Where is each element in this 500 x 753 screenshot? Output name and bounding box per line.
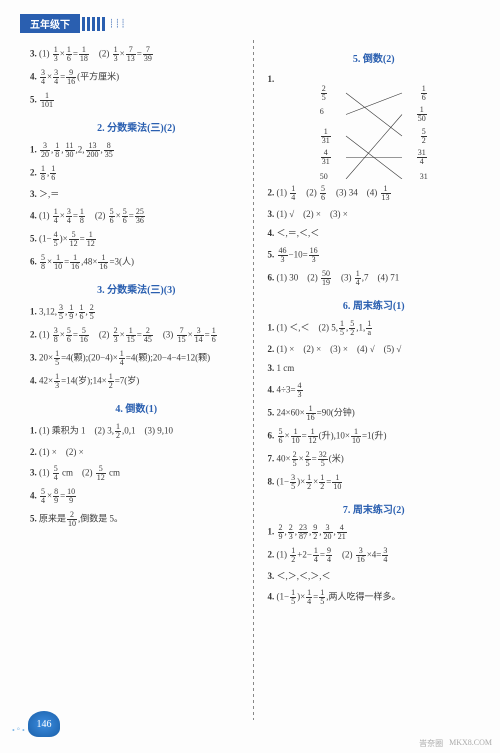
answer-item: 2. (1) 14 (2) 56 (3) 34 (4) 113	[268, 185, 481, 202]
answer-item: 4. ＜,＝,＜,＜	[268, 227, 481, 241]
answer-item: 3. (1) 54 cm (2) 512 cm	[30, 465, 243, 482]
answer-item: 2. (1) × (2) × (3) × (4) √ (5) √	[268, 343, 481, 357]
answer-item: 3. 1 cm	[268, 362, 481, 376]
answer-item: 1. 29,23,2387,92,320,421	[268, 524, 481, 541]
answer-item: 4. (1) 14×34=18 (2) 56×56=2536	[30, 208, 243, 225]
left-column: 3. (1) 13×16=118 (2) 13×713=739 4. 34×34=…	[0, 40, 253, 720]
answer-item: 2. (1) × (2) ×	[30, 446, 243, 460]
answer-item: 8. (1−35)×12×12=110	[268, 474, 481, 491]
answer-item: 4. 42×13=14(岁);14×12=7(岁)	[30, 373, 243, 390]
page-header: 五年级下 ┊┊┊	[20, 14, 126, 33]
watermark-b: MKX8.COM	[449, 738, 492, 749]
answer-item: 3. ＜,＞,＜,＞,＜	[268, 570, 481, 584]
watermark-a: 旹奈圈	[419, 738, 443, 749]
page-number: 146	[37, 719, 52, 730]
grade-label: 五年级下	[20, 14, 80, 33]
watermark: 旹奈圈 MKX8.COM	[419, 738, 492, 749]
section-title: 7. 周末练习(2)	[268, 501, 481, 516]
answer-item: 5. (1−45)×512=112	[30, 231, 243, 248]
answer-item: 3. (1) 13×16=118 (2) 13×713=739	[30, 46, 243, 63]
answer-item: 3. (1) √ (2) × (3) ×	[268, 208, 481, 222]
answer-item: 3. ＞,＝	[30, 188, 243, 202]
section-title: 3. 分数乘法(三)(3)	[30, 281, 243, 296]
matching-diagram: 25613143150161505231431	[314, 89, 434, 179]
answer-item: 6. 56×110=112(升),10×110=1(升)	[268, 428, 481, 445]
answer-item: 7. 40×25×25=325(米)	[268, 451, 481, 468]
right-column: 5. 倒数(2) 1.25613143150161505231431 2. (1) …	[254, 40, 500, 720]
section-title: 6. 周末练习(1)	[268, 297, 481, 312]
answer-item: 6. 58×110=116,48×116=3(人)	[30, 254, 243, 271]
answer-item: 4. 54×89=109	[30, 488, 243, 505]
answer-item: 1. 3,12,35,19,16,25	[30, 304, 243, 321]
answer-item: 6. (1) 30 (2) 5019 (3) 14,7 (4) 71	[268, 270, 481, 287]
section-title: 5. 倒数(2)	[268, 50, 481, 65]
matching-diagram-item: 1.25613143150161505231431	[268, 73, 481, 179]
answer-item: 5. 原来是210,倒数是 5。	[30, 511, 243, 528]
answer-item: 4. 34×34=916(平方厘米)	[30, 69, 243, 86]
answer-item: 2. (1) 38×56=516 (2) 23×115=245 (3) 715×…	[30, 327, 243, 344]
answer-item: 1. 320,18,1130,2,13200,835	[30, 142, 243, 159]
answer-item: 1. (1) 乘积为 1 (2) 3,12,0,1 (3) 9,10	[30, 423, 243, 440]
content-columns: 3. (1) 13×16=118 (2) 13×713=739 4. 34×34=…	[0, 40, 500, 720]
header-stripes	[82, 17, 107, 31]
answer-item: 4. 4÷3=43	[268, 382, 481, 399]
answer-item: 2. 18,16	[30, 165, 243, 182]
answer-item: 5. 463−10=163	[268, 247, 481, 264]
page-deco-dots: • ° •	[12, 726, 25, 735]
answer-item: 3. 20×15=4(颗);(20−4)×14=4(颗);20−4−4=12(颗…	[30, 350, 243, 367]
section-title: 4. 倒数(1)	[30, 400, 243, 415]
page-number-badge: 146	[28, 711, 60, 737]
answer-item: 5. 1101	[30, 92, 243, 109]
answer-item: 5. 24×60×116=90(分钟)	[268, 405, 481, 422]
section-title: 2. 分数乘法(三)(2)	[30, 119, 243, 134]
answer-item: 4. (1−15)×14=15,两人吃得一样多。	[268, 589, 481, 606]
answer-item: 2. (1) 12+2−14=94 (2) 316×4=34	[268, 547, 481, 564]
header-dots: ┊┊┊	[109, 19, 126, 28]
answer-item: 1. (1) ＜,＜ (2) 5,15,52,1,1a	[268, 320, 481, 337]
